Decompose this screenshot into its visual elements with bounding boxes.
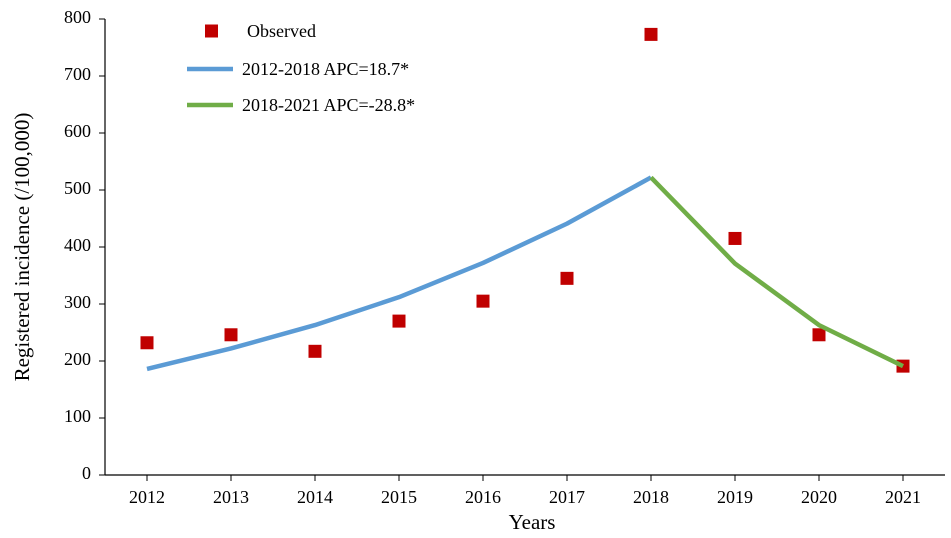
y-tick-label: 800 [64,7,91,27]
x-tick-label: 2014 [297,487,333,507]
x-tick-label: 2021 [885,487,921,507]
y-tick-label: 400 [64,235,91,255]
y-tick-label: 0 [82,463,91,483]
x-tick-label: 2012 [129,487,165,507]
trend-line [649,175,904,369]
legend-label: 2012-2018 APC=18.7* [242,59,409,79]
x-axis-title: Years [509,510,556,534]
observed-point [476,294,490,308]
observed-point [140,336,154,350]
observed-point [560,271,574,285]
y-axis-title: Registered incidence (/100,000) [10,113,34,382]
observed-point [224,328,238,342]
legend-marker [205,24,218,38]
observed-point [728,231,742,245]
x-tick-label: 2017 [549,487,585,507]
y-tick-label: 300 [64,292,91,312]
y-tick-label: 700 [64,64,91,84]
x-tick-label: 2015 [381,487,417,507]
x-tick-label: 2020 [801,487,837,507]
x-tick-label: 2013 [213,487,249,507]
legend-label: 2018-2021 APC=-28.8* [242,95,415,115]
y-tick-label: 200 [64,349,91,369]
observed-point [644,27,658,41]
y-tick-label: 600 [64,121,91,141]
trend-line [146,175,653,372]
observed-point [308,344,322,358]
x-tick-label: 2019 [717,487,753,507]
x-tick-label: 2018 [633,487,669,507]
y-tick-label: 100 [64,406,91,426]
x-tick-label: 2016 [465,487,501,507]
legend-label: Observed [247,21,316,41]
observed-point [392,314,406,328]
y-tick-label: 500 [64,178,91,198]
observed-point [812,328,826,342]
